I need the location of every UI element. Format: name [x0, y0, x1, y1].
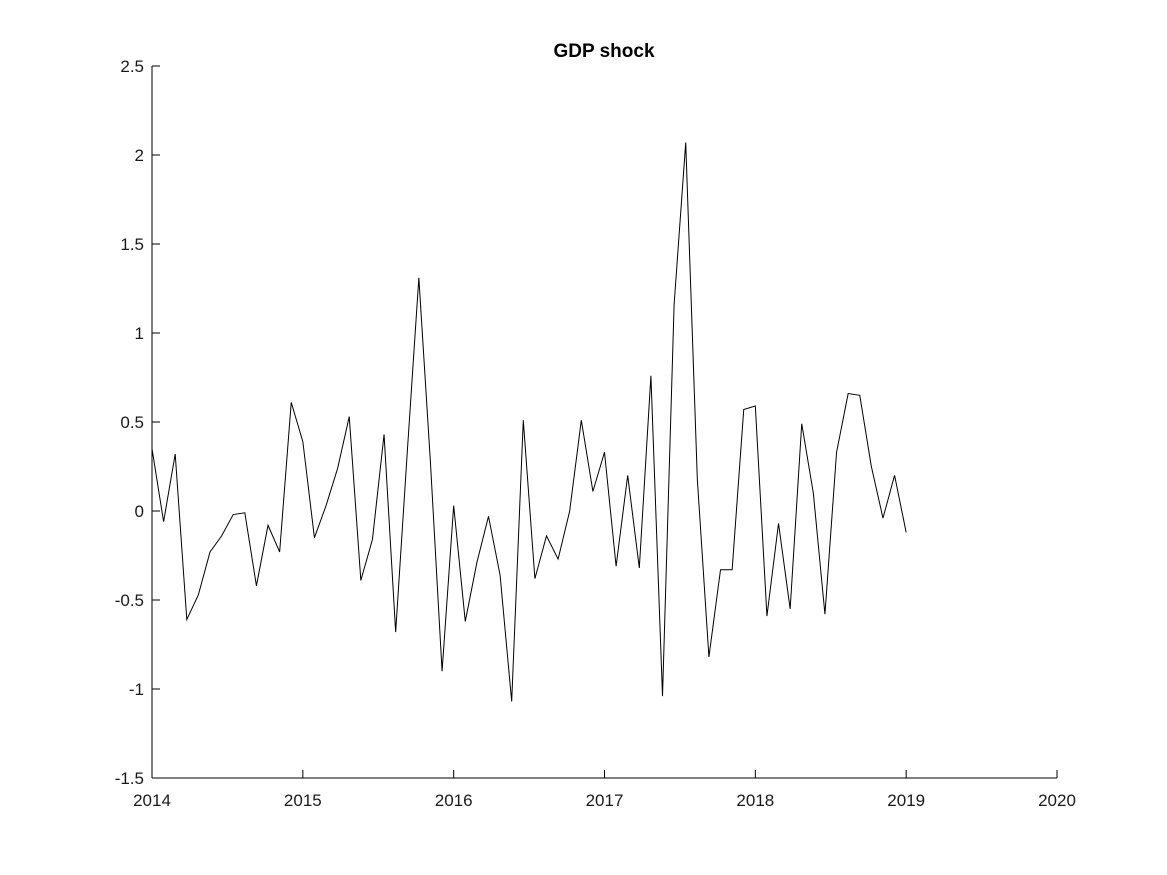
x-tick-label: 2016	[435, 791, 473, 810]
y-tick-label: 0.5	[120, 413, 144, 432]
series-group	[151, 142, 907, 702]
y-ticks: -1.5 -1 -0.5 0 0.5 1 1.5 2 2.5	[115, 57, 160, 788]
x-tick-label: 2019	[887, 791, 925, 810]
y-tick-label: -1	[129, 680, 144, 699]
y-tick-label: 2.5	[120, 57, 144, 76]
y-tick-label: 1.5	[120, 235, 144, 254]
x-tick-label: 2015	[284, 791, 322, 810]
y-tick-label: 1	[135, 324, 144, 343]
chart-title: GDP shock	[553, 41, 654, 62]
x-tick-label: 2014	[133, 791, 171, 810]
y-tick-label: -0.5	[115, 591, 144, 610]
series-line	[151, 142, 907, 702]
y-tick-label: 0	[135, 502, 144, 521]
x-tick-label: 2020	[1038, 791, 1076, 810]
x-tick-label: 2018	[736, 791, 774, 810]
y-tick-label: -1.5	[115, 769, 144, 788]
axes	[151, 66, 1057, 779]
x-ticks: 2014 2015 2016 2017 2018 2019 2020	[133, 770, 1076, 810]
x-tick-label: 2017	[586, 791, 624, 810]
y-tick-label: 2	[135, 146, 144, 165]
